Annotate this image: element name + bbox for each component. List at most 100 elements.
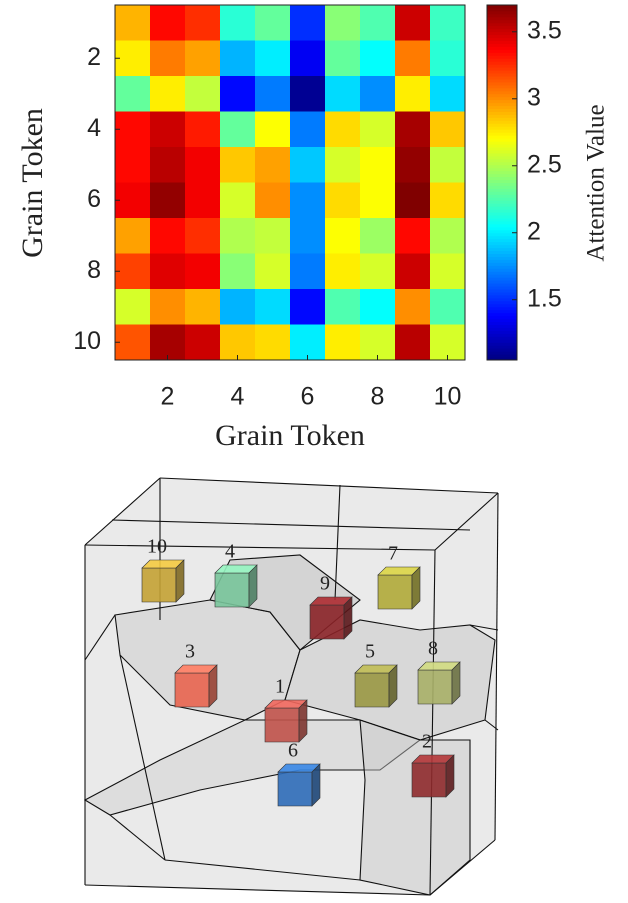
grain-label: 9 [320, 573, 330, 595]
colorbar-segment [487, 179, 517, 183]
heatmap-cell [185, 76, 221, 112]
edge [109, 814, 166, 861]
grain-label: 6 [288, 740, 298, 762]
heatmap-cell [360, 324, 396, 361]
cube-side [298, 699, 308, 743]
colorbar-segment [487, 152, 517, 157]
heatmap-cell [395, 111, 431, 148]
grain-cube [309, 596, 353, 640]
colorbar-segment [487, 25, 517, 30]
cube-side [175, 559, 185, 603]
edge [494, 492, 499, 841]
colorbar-segment [487, 188, 517, 192]
colorbar-segment [487, 262, 517, 266]
colorbar-segment [487, 247, 517, 252]
heatmap-cell [255, 324, 291, 361]
colorbar-segment [487, 108, 517, 112]
colorbar-segment [487, 241, 517, 246]
colorbar-segment [487, 324, 517, 328]
heatmap-cell [325, 289, 361, 325]
colorbar-segment [487, 342, 517, 346]
heatmap-cell [395, 147, 431, 183]
colorbar-segment [487, 351, 517, 355]
heatmap: 2 4 6 8 10 2 4 6 8 10 1.5 2 2.5 3 3.5 [73, 4, 562, 411]
x-axis-label: Grain Token [215, 419, 365, 452]
heatmap-cell [290, 111, 326, 148]
colorbar-segment [487, 126, 517, 130]
heatmap-cell [325, 111, 361, 148]
colorbar-segment [487, 167, 517, 172]
grain-cube [277, 763, 321, 807]
heatmap-cell [115, 111, 151, 148]
inner-face [359, 719, 471, 896]
grain-label: 10 [147, 536, 167, 558]
heatmap-cell [290, 182, 326, 219]
colorbar-segment [487, 280, 517, 284]
heatmap-cell [115, 182, 151, 219]
colorbar-segment [487, 271, 517, 275]
colorbar-segment [487, 105, 517, 110]
colorbar-segment [487, 277, 517, 281]
colorbar-segment [487, 64, 517, 68]
colorbar-segment [487, 7, 517, 12]
grain-cube [354, 664, 398, 708]
colorbar-segment [487, 55, 517, 59]
heatmap-cell [115, 218, 151, 254]
colorbar-segment [487, 226, 517, 231]
colorbar-label: Attention Value [583, 104, 610, 261]
heatmap-cell [185, 289, 221, 325]
grain-cube [214, 564, 258, 608]
heatmap-cell [430, 40, 466, 77]
colorbar-segment [487, 182, 517, 186]
grain-label: 8 [428, 638, 438, 660]
colorbar-segment [487, 294, 517, 299]
heatmap-cell [150, 218, 186, 254]
heatmap-cell [290, 40, 326, 77]
colorbar-segment [487, 339, 517, 343]
colorbar-segment [487, 161, 517, 166]
grain-label: 7 [388, 543, 398, 565]
heatmap-cell [255, 253, 291, 290]
cube-face [377, 574, 413, 610]
heatmap-cell [220, 40, 256, 77]
colorbar-segment [487, 306, 517, 311]
heatmap-cell [220, 253, 256, 290]
heatmap-cell [255, 40, 291, 77]
heatmap-cell [325, 147, 361, 183]
heatmap-cell [290, 289, 326, 325]
colorbar-segment [487, 155, 517, 160]
cube-face [411, 762, 447, 798]
cube-side [343, 596, 353, 640]
cube-side [388, 664, 398, 708]
colorbar-segment [487, 135, 517, 139]
heatmap-cell [185, 40, 221, 77]
colorbar-segment [487, 321, 517, 325]
colorbar-segment [487, 46, 517, 50]
colorbar-segment [487, 357, 517, 361]
colorbar-segment [487, 49, 517, 53]
colorbar-segment [487, 129, 517, 133]
y-tick-label: 10 [73, 327, 101, 355]
colorbar-segment [487, 70, 517, 74]
colorbar-segment [487, 67, 517, 71]
colorbar-tick-label: 3.5 [527, 16, 562, 44]
colorbar-tick-label: 1.5 [527, 284, 562, 312]
heatmap-cell [220, 324, 256, 361]
colorbar-segment [487, 345, 517, 349]
colorbar-segment [487, 149, 517, 154]
colorbar-segment [487, 197, 517, 201]
colorbar-segment [487, 138, 517, 142]
colorbar-segment [487, 200, 517, 204]
heatmap-cell [255, 147, 291, 183]
colorbar-segment [487, 330, 517, 334]
heatmap-cell [360, 182, 396, 219]
cube-side [208, 664, 218, 708]
colorbar-segment [487, 238, 517, 243]
heatmap-cell [395, 76, 431, 112]
colorbar-segment [487, 5, 517, 9]
colorbar-segment [487, 303, 517, 308]
colorbar-segment [487, 265, 517, 269]
grain-label: 1 [275, 676, 285, 698]
heatmap-cell [220, 111, 256, 148]
colorbar-segment [487, 120, 517, 124]
